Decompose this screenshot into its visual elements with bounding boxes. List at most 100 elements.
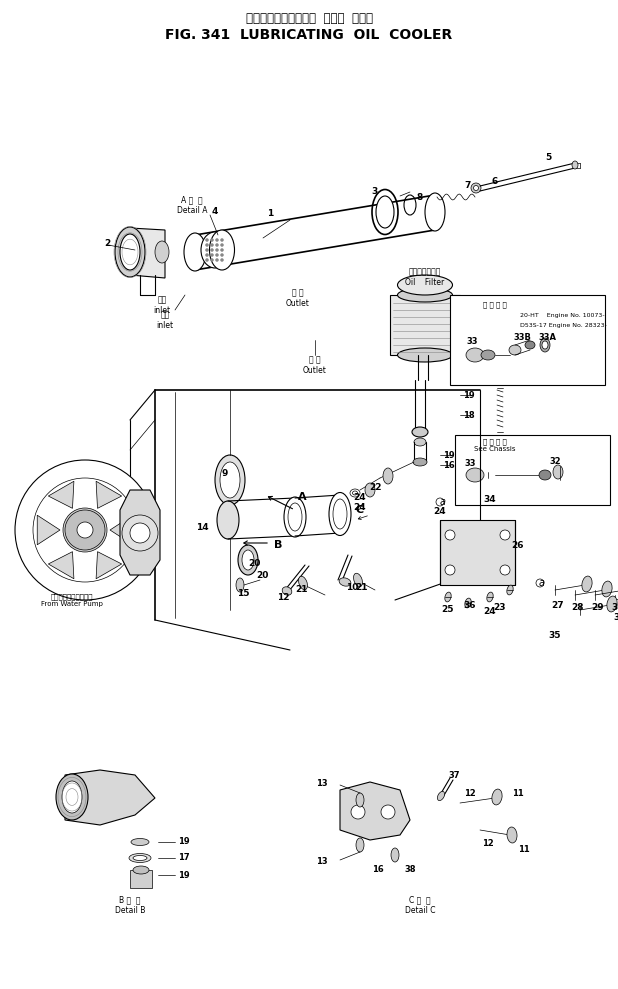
Ellipse shape — [129, 854, 151, 862]
Text: 27: 27 — [552, 600, 564, 609]
Circle shape — [381, 805, 395, 819]
Circle shape — [206, 238, 208, 241]
Polygon shape — [120, 490, 160, 575]
Ellipse shape — [445, 592, 451, 602]
Ellipse shape — [376, 196, 394, 228]
Text: 38: 38 — [404, 865, 416, 874]
Text: 36: 36 — [464, 600, 476, 609]
Ellipse shape — [582, 576, 592, 592]
Text: 33B: 33B — [513, 333, 531, 342]
Bar — [440, 520, 515, 585]
Text: a: a — [440, 497, 446, 507]
Ellipse shape — [466, 468, 484, 482]
Text: C: C — [356, 505, 364, 515]
Text: 20: 20 — [248, 560, 260, 569]
Circle shape — [211, 238, 213, 241]
Text: 24: 24 — [484, 607, 496, 616]
Text: 20-HT    Engine No. 10073-: 20-HT Engine No. 10073- — [520, 314, 604, 318]
Text: オイルフィルタ
Oil    Filter: オイルフィルタ Oil Filter — [405, 267, 444, 287]
Circle shape — [75, 520, 95, 540]
Text: 30: 30 — [612, 603, 618, 612]
Bar — [390, 295, 460, 355]
Ellipse shape — [356, 838, 364, 852]
Circle shape — [221, 258, 224, 261]
Circle shape — [206, 258, 208, 261]
Circle shape — [122, 515, 158, 551]
Text: 31: 31 — [614, 613, 618, 622]
Ellipse shape — [607, 596, 617, 612]
Ellipse shape — [353, 574, 362, 586]
Ellipse shape — [487, 592, 493, 602]
Circle shape — [221, 238, 224, 241]
Ellipse shape — [572, 161, 578, 169]
Ellipse shape — [466, 348, 484, 362]
Text: 11: 11 — [518, 846, 530, 854]
Text: 33: 33 — [464, 459, 476, 468]
Circle shape — [65, 510, 105, 550]
Text: A: A — [298, 492, 307, 502]
Circle shape — [15, 460, 155, 600]
Ellipse shape — [298, 577, 308, 589]
Text: 7: 7 — [465, 182, 471, 191]
Circle shape — [473, 186, 478, 191]
Text: 24: 24 — [434, 507, 446, 516]
Text: 24: 24 — [353, 502, 366, 511]
Ellipse shape — [542, 341, 548, 349]
Polygon shape — [96, 482, 122, 508]
Text: 入口
inlet: 入口 inlet — [156, 311, 174, 329]
Text: B: B — [274, 540, 282, 550]
Polygon shape — [48, 552, 74, 579]
Circle shape — [206, 248, 208, 251]
Ellipse shape — [284, 497, 306, 537]
Circle shape — [206, 243, 208, 246]
Ellipse shape — [507, 585, 513, 595]
Ellipse shape — [425, 193, 445, 231]
Ellipse shape — [414, 438, 426, 446]
Ellipse shape — [210, 230, 234, 270]
Polygon shape — [96, 552, 122, 579]
Ellipse shape — [465, 598, 471, 608]
Text: ルーブリケーティング  オイル  クーラ: ルーブリケーティング オイル クーラ — [245, 12, 373, 25]
Ellipse shape — [62, 781, 82, 813]
Ellipse shape — [236, 578, 244, 592]
Ellipse shape — [438, 791, 444, 800]
Text: 11: 11 — [512, 788, 524, 797]
Text: 35: 35 — [549, 631, 561, 640]
Text: 6: 6 — [492, 176, 498, 186]
Circle shape — [211, 253, 213, 256]
Text: 21: 21 — [356, 584, 368, 592]
Text: 車 種 適 用
See Chassis: 車 種 適 用 See Chassis — [474, 438, 516, 452]
Text: A 件  解
Detail A: A 件 解 Detail A — [177, 195, 207, 215]
Text: 28: 28 — [572, 603, 584, 612]
Text: 9: 9 — [222, 469, 228, 478]
Text: 適 用 号 機: 適 用 号 機 — [483, 302, 507, 309]
Bar — [130, 870, 152, 888]
Ellipse shape — [492, 789, 502, 805]
Bar — [455, 435, 610, 505]
Text: 3: 3 — [372, 188, 378, 197]
Ellipse shape — [356, 793, 364, 807]
Ellipse shape — [282, 586, 292, 595]
Text: 12: 12 — [482, 839, 494, 848]
Ellipse shape — [155, 241, 169, 263]
Polygon shape — [37, 515, 60, 545]
Circle shape — [211, 258, 213, 261]
Text: ウォーターポンプから
From Water Pump: ウォーターポンプから From Water Pump — [41, 593, 103, 607]
Text: D53S-17 Engine No. 28323-: D53S-17 Engine No. 28323- — [520, 323, 607, 328]
Circle shape — [77, 522, 93, 538]
Ellipse shape — [397, 348, 452, 362]
Text: FIG. 341  LUBRICATING  OIL  COOLER: FIG. 341 LUBRICATING OIL COOLER — [166, 28, 452, 42]
Circle shape — [206, 253, 208, 256]
Text: 出 口
Outlet: 出 口 Outlet — [286, 289, 310, 308]
Polygon shape — [130, 228, 165, 278]
Text: 18: 18 — [464, 410, 475, 419]
Text: 17: 17 — [178, 854, 190, 862]
Circle shape — [211, 243, 213, 246]
Ellipse shape — [383, 468, 393, 484]
Ellipse shape — [238, 545, 258, 575]
Ellipse shape — [220, 462, 240, 498]
Circle shape — [63, 508, 107, 552]
Ellipse shape — [215, 455, 245, 505]
Text: 12: 12 — [277, 593, 289, 602]
Text: 16: 16 — [443, 461, 455, 470]
